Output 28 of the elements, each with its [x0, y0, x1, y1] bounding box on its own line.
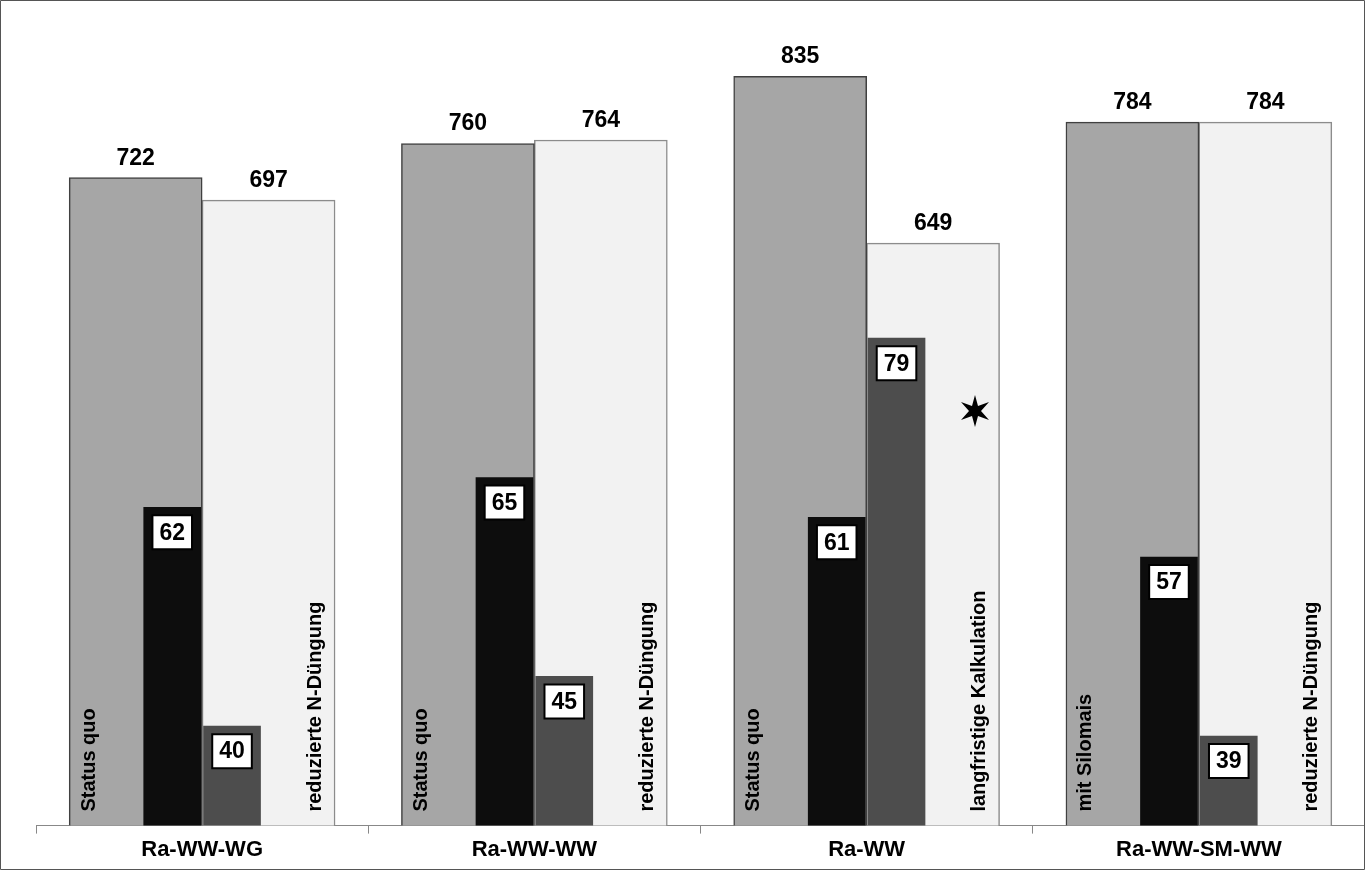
data-label: 57	[1156, 568, 1182, 595]
data-label: 649	[913, 209, 953, 236]
data-label: 760	[448, 109, 488, 136]
x-tick-label: Ra-WW-WW	[471, 835, 598, 861]
data-label: 40	[219, 737, 245, 764]
data-label: 722	[116, 143, 155, 170]
data-label: 45	[551, 687, 578, 714]
annotation: reduzierte N-Düngung	[634, 601, 657, 812]
data-label: 835	[780, 42, 820, 69]
annotation: Status quo	[741, 708, 764, 812]
annotation: mit Silomais	[1073, 693, 1096, 812]
data-label: 61	[823, 528, 850, 555]
data-label: 784	[1113, 87, 1152, 114]
x-tick-label: Ra-WW-WG	[141, 835, 263, 861]
data-label: 62	[159, 518, 186, 545]
data-label: 79	[883, 349, 910, 376]
annotation: reduzierte N-Düngung	[302, 601, 325, 812]
data-label: 697	[249, 165, 288, 192]
x-tick-label: Ra-WW-SM-WW	[1116, 835, 1282, 861]
data-label: 784	[1246, 87, 1285, 114]
data-label: 764	[581, 105, 621, 132]
data-label: 65	[491, 488, 518, 515]
annotation: Status quo	[408, 708, 431, 812]
x-tick-label: Ra-WW	[828, 835, 906, 861]
annotation: reduzierte N-Düngung	[1299, 601, 1322, 812]
data-label: 39	[1215, 747, 1242, 774]
annotation: langfristige Kalkulation	[967, 590, 990, 812]
annotation: Status quo	[76, 708, 99, 812]
